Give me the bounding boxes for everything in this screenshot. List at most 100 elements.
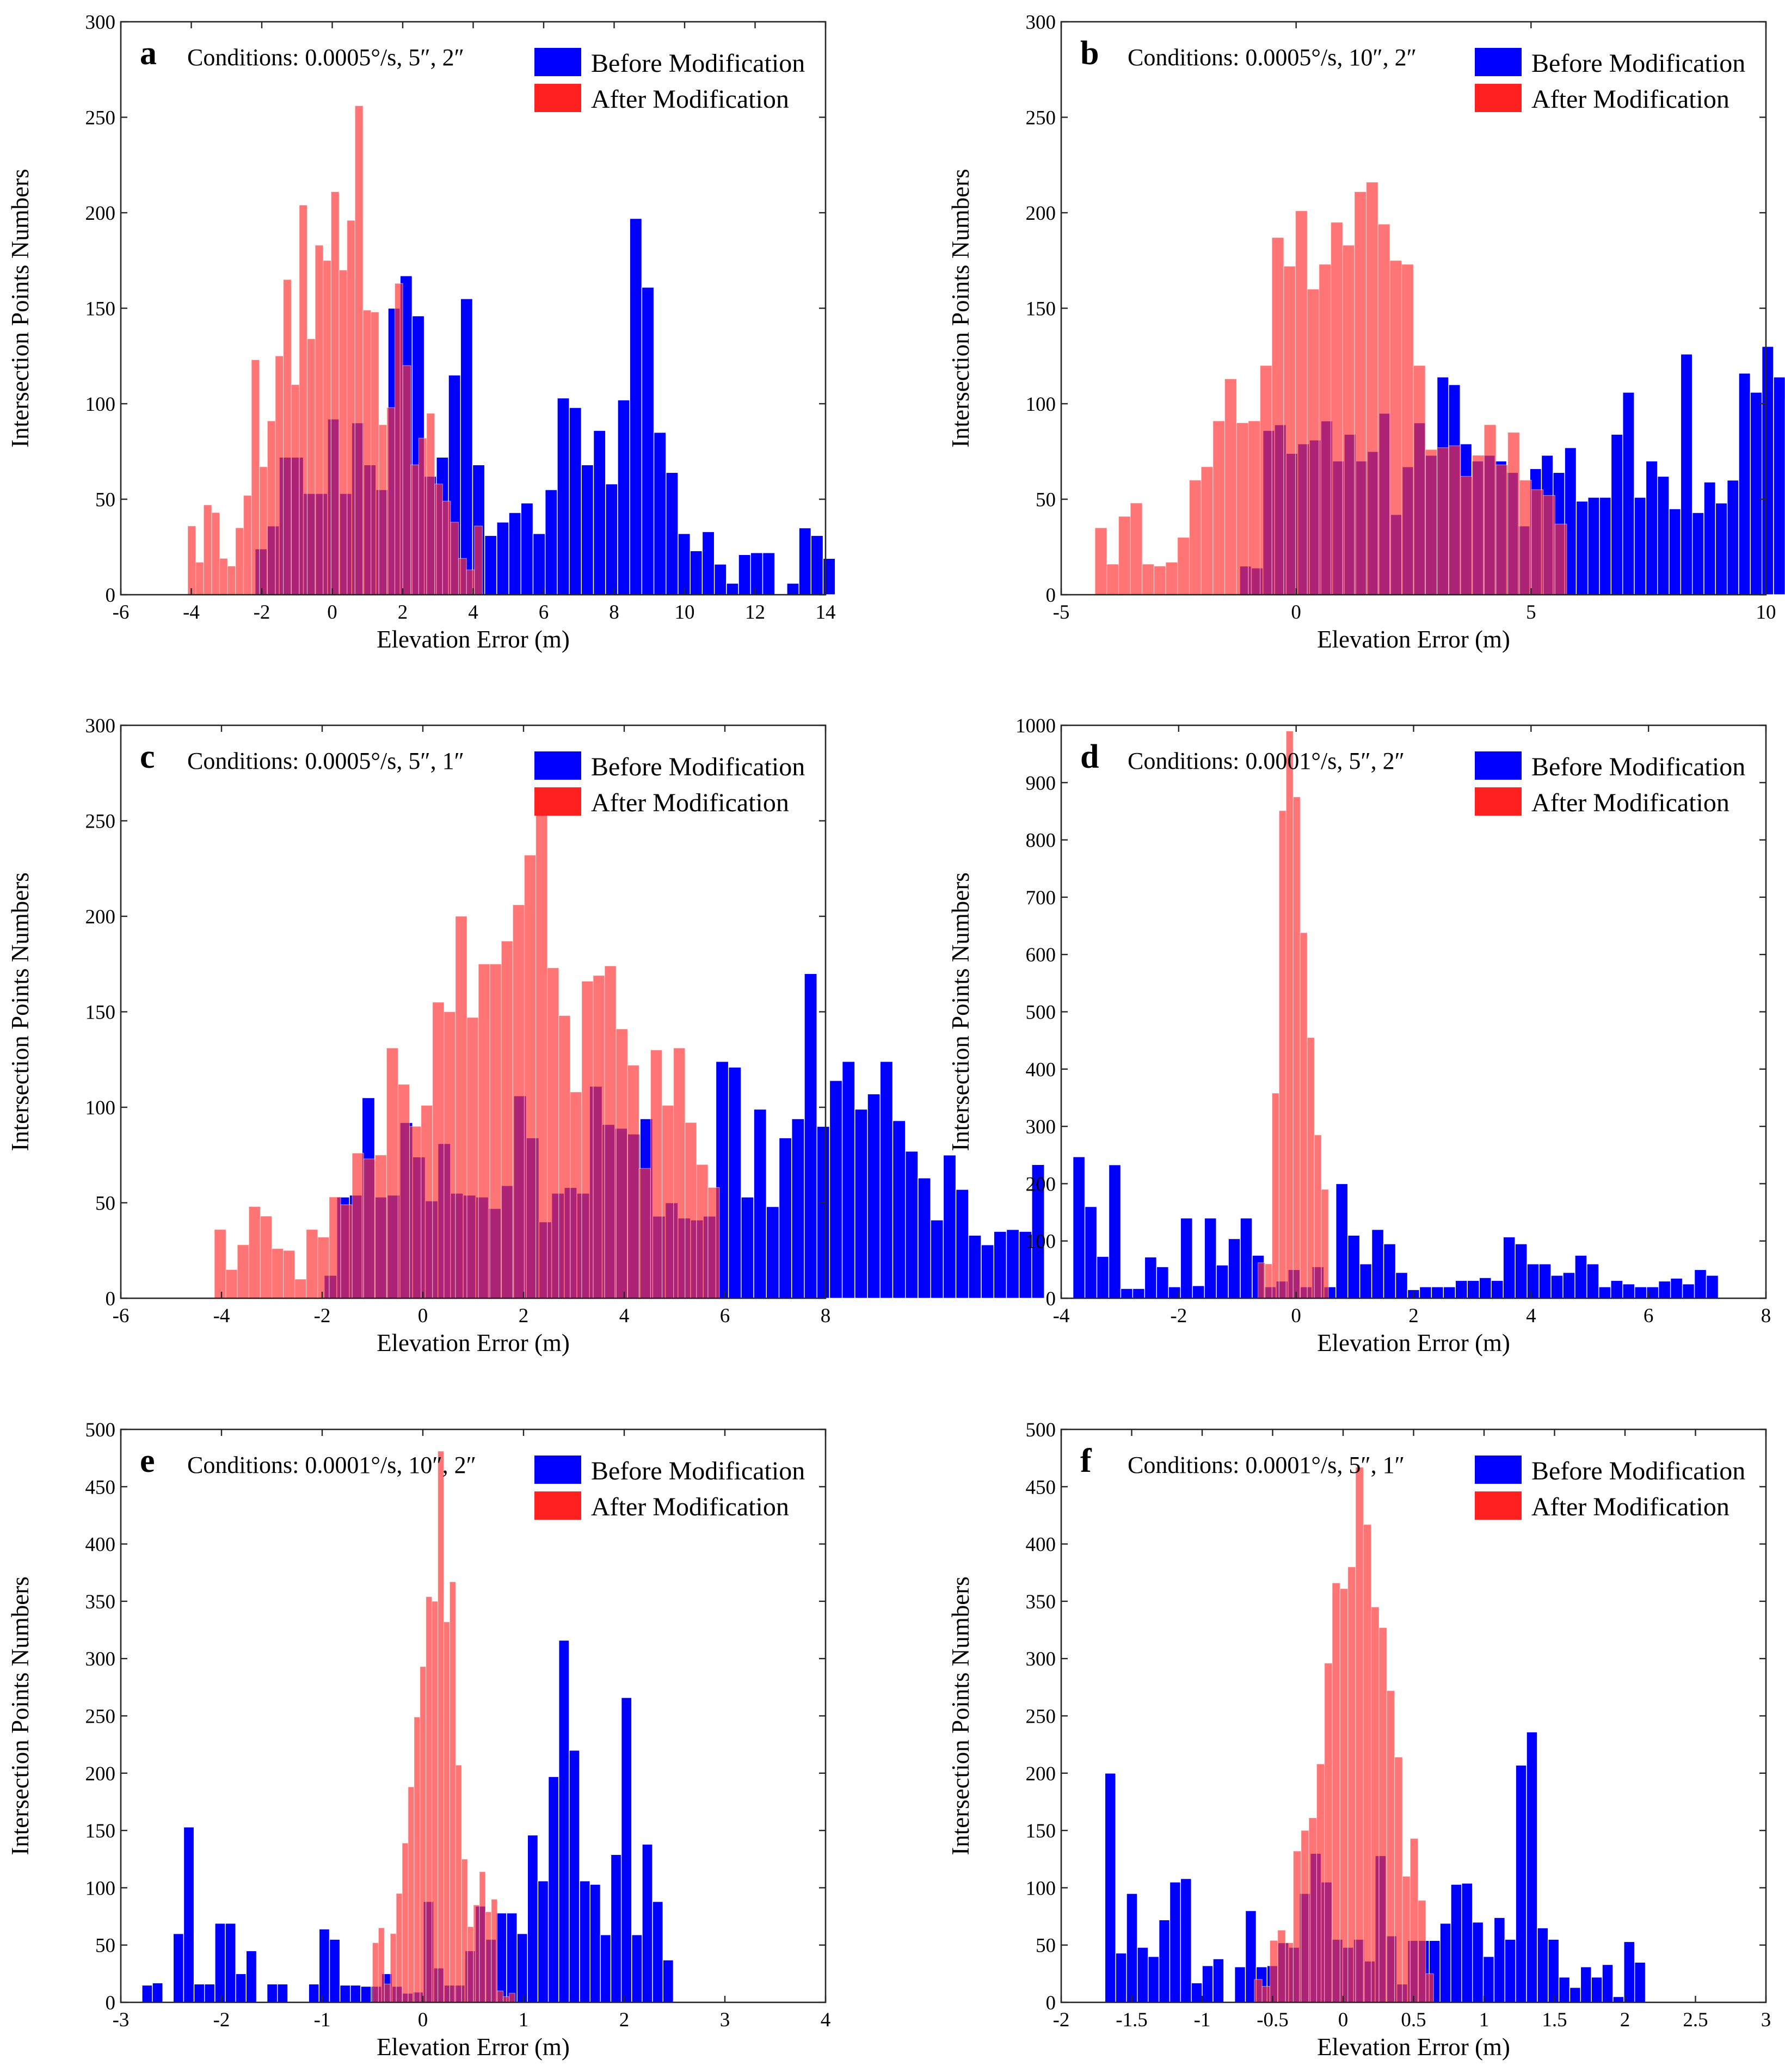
bar-after xyxy=(593,975,605,1299)
x-tick-label: 2 xyxy=(398,601,408,624)
bar-before xyxy=(1491,1280,1504,1299)
bar-before xyxy=(1126,1893,1138,2003)
bar-before xyxy=(1658,1280,1671,1299)
bar-after xyxy=(1339,1588,1349,2003)
bar-before xyxy=(1191,1982,1203,2003)
x-tick-label: 6 xyxy=(1644,1305,1654,1327)
bar-after xyxy=(214,1229,226,1299)
bar-before xyxy=(930,1219,944,1299)
x-tick-label: -1 xyxy=(314,2009,331,2031)
after-series xyxy=(1254,1466,1434,2003)
bar-after xyxy=(409,1126,422,1299)
bar-before xyxy=(1562,1272,1575,1299)
panel-letter: d xyxy=(1080,738,1099,775)
bar-after xyxy=(1224,378,1237,595)
legend: Before Modification After Modification xyxy=(1475,48,1745,114)
bar-before xyxy=(1031,1164,1045,1299)
bar-after xyxy=(330,191,340,595)
bar-after xyxy=(402,1842,409,2003)
bar-after xyxy=(524,855,537,1299)
bar-after xyxy=(535,812,548,1299)
bar-before xyxy=(854,1108,868,1299)
bar-after xyxy=(638,1168,651,1299)
bar-before xyxy=(1598,1286,1611,1299)
bar-after xyxy=(1531,489,1544,595)
bar-after xyxy=(1236,422,1249,595)
y-tick-label: 150 xyxy=(1026,298,1056,320)
x-tick-label: 0 xyxy=(418,1305,428,1327)
bar-after xyxy=(195,562,204,595)
bar-before xyxy=(1515,1243,1528,1299)
bar-after xyxy=(1347,1567,1356,2003)
bar-after xyxy=(421,1105,433,1299)
bar-after xyxy=(1409,1838,1419,2003)
bar-before xyxy=(1623,1941,1635,2003)
legend-label-before: Before Modification xyxy=(1531,1457,1745,1485)
bar-before xyxy=(629,218,643,595)
y-tick-label: 300 xyxy=(1026,1116,1056,1138)
bar-after xyxy=(378,1927,385,2003)
bar-after xyxy=(1314,1134,1322,1299)
bar-before xyxy=(1591,1976,1603,2003)
bar-before xyxy=(1503,1236,1516,1299)
bar-before xyxy=(1569,1987,1581,2003)
x-tick-label: -6 xyxy=(113,1305,130,1327)
legend: Before Modification After Modification xyxy=(534,751,805,817)
bar-before xyxy=(204,1983,216,2003)
bar-before xyxy=(1574,1255,1587,1299)
bar-after xyxy=(1130,502,1143,595)
bar-after xyxy=(615,1028,628,1299)
bar-before xyxy=(816,1126,830,1299)
bar-after xyxy=(1094,527,1107,595)
bar-after xyxy=(1292,1851,1302,2003)
panel-d: -4 -2 0 2 4 6 8 0 100 200 300 400 500 600 700 800 900 100… xyxy=(947,715,1771,1356)
y-tick-label: 200 xyxy=(1026,202,1056,225)
bar-after xyxy=(323,260,332,595)
x-tick-label: -2 xyxy=(254,601,270,624)
bar-after xyxy=(271,1248,284,1299)
bar-before xyxy=(579,1880,590,2003)
bar-before xyxy=(350,1984,361,2003)
bar-before xyxy=(1216,1265,1229,1299)
x-tick-label: 1 xyxy=(519,2009,529,2031)
bar-before xyxy=(786,583,799,595)
bar-before xyxy=(516,1933,528,2003)
bar-before xyxy=(1084,1206,1098,1299)
bar-after xyxy=(442,501,451,595)
bar-after xyxy=(1307,1037,1315,1299)
bar-after xyxy=(386,407,396,595)
bar-before xyxy=(750,552,764,595)
x-tick-label: -5 xyxy=(1053,601,1070,624)
bar-after xyxy=(1283,266,1296,595)
bar-after xyxy=(227,565,236,595)
bar-before xyxy=(1515,1765,1527,2003)
bar-after xyxy=(363,1158,376,1299)
y-tick-label: 700 xyxy=(1026,887,1056,909)
bar-before xyxy=(1137,1947,1149,2003)
bar-before xyxy=(1527,1263,1540,1299)
conditions-text: Conditions: 0.0005°/s, 5″, 1″ xyxy=(187,748,464,774)
bar-after xyxy=(1365,182,1378,595)
bar-after xyxy=(1401,264,1414,595)
bar-before xyxy=(214,1922,226,2003)
bar-before xyxy=(277,1983,288,2003)
y-tick-label: 0 xyxy=(1046,1288,1056,1310)
bar-before xyxy=(484,535,497,595)
legend-label-after: After Modification xyxy=(1531,788,1729,817)
after-series xyxy=(214,812,720,1299)
bar-after xyxy=(478,964,490,1299)
after-series xyxy=(1257,730,1329,1299)
bar-before xyxy=(1472,1921,1484,2003)
x-tick-label: -3 xyxy=(113,2009,130,2031)
bar-before xyxy=(1634,1286,1647,1299)
bar-after xyxy=(1377,224,1390,595)
bar-before xyxy=(1180,1878,1192,2003)
bar-after xyxy=(443,1621,450,2003)
x-tick-label: -2 xyxy=(1170,1305,1187,1327)
bar-after xyxy=(1177,537,1190,595)
bar-after xyxy=(235,527,244,595)
bar-after xyxy=(473,1904,480,2003)
y-tick-label: 300 xyxy=(1026,11,1056,34)
x-tick-label: -0.5 xyxy=(1257,2009,1289,2031)
bar-before xyxy=(532,533,546,595)
